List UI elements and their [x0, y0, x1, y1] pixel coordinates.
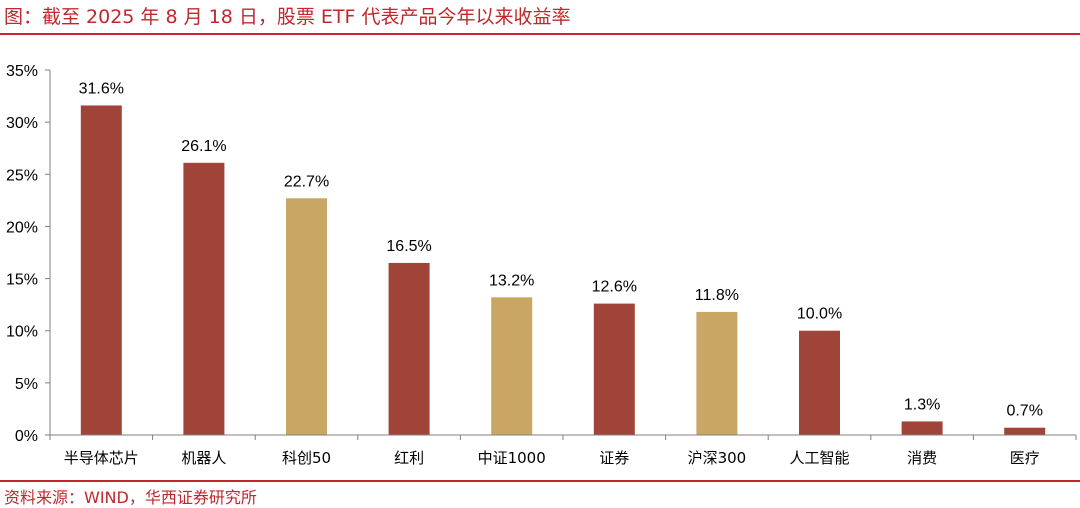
bars: 31.6% 26.1% 22.7% 16.5% 13.2% 12.6% 11.8% 10.0%…	[79, 80, 1046, 436]
data-label: 0.7%	[1006, 403, 1042, 420]
bar	[696, 311, 738, 435]
y-tick-label: 20%	[6, 219, 38, 236]
x-category-label: 红利	[394, 449, 424, 467]
x-category-label: 机器人	[181, 449, 226, 467]
bar	[183, 162, 225, 436]
bar	[593, 303, 635, 435]
bar	[799, 330, 840, 435]
bar	[286, 198, 327, 435]
y-tick-label: 35%	[6, 63, 38, 80]
y-tick-label: 5%	[15, 376, 38, 393]
x-category-label: 人工智能	[789, 449, 849, 467]
y-tick-label: 0%	[15, 428, 38, 445]
y-axis: 0% 5% 10% 15% 20% 25% 30% 35%	[6, 63, 51, 445]
y-tick-label: 30%	[6, 115, 38, 132]
x-axis: 半导体芯片 机器人 科创50 红利 中证1000 证券 沪深300 人工智能 消费 医疗	[49, 434, 1077, 467]
y-tick-label: 15%	[6, 272, 38, 289]
top-divider	[0, 33, 1080, 35]
y-tick-label: 10%	[6, 324, 38, 341]
data-label: 26.1%	[181, 138, 226, 155]
x-category-label: 消费	[907, 449, 937, 467]
data-label: 10.0%	[797, 306, 842, 323]
data-label: 12.6%	[592, 279, 637, 296]
y-tick-label: 25%	[6, 167, 38, 184]
data-label: 16.5%	[386, 238, 431, 255]
bar	[1004, 427, 1046, 435]
bar	[491, 297, 533, 435]
source-note: 资料来源：WIND，华西证券研究所	[4, 488, 257, 507]
x-category-label: 中证1000	[478, 449, 546, 467]
bar-chart: 0% 5% 10% 15% 20% 25% 30% 35% 31.6% 26.1% 22.7% 16…	[6, 63, 1077, 467]
bar	[901, 421, 943, 435]
x-category-label: 半导体芯片	[64, 449, 139, 467]
x-category-label: 医疗	[1010, 449, 1040, 467]
bar	[80, 105, 122, 435]
x-category-label: 沪深300	[688, 449, 747, 467]
data-label: 22.7%	[284, 173, 329, 190]
x-category-label: 科创50	[282, 449, 331, 467]
bottom-divider	[0, 480, 1080, 482]
data-label: 11.8%	[695, 287, 739, 304]
bar	[388, 262, 430, 435]
data-label: 13.2%	[489, 272, 534, 289]
chart-title: 图：截至 2025 年 8 月 18 日，股票 ETF 代表产品今年以来收益率	[4, 6, 571, 28]
data-label: 31.6%	[79, 80, 124, 97]
data-label: 1.3%	[904, 396, 940, 413]
x-category-label: 证券	[599, 449, 629, 467]
